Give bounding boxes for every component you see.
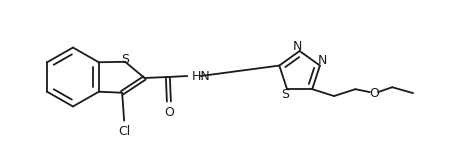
Text: N: N [318, 54, 327, 67]
Text: N: N [292, 40, 302, 53]
Text: Cl: Cl [118, 125, 130, 138]
Text: HN: HN [192, 69, 211, 83]
Text: S: S [281, 88, 289, 101]
Text: O: O [369, 87, 379, 100]
Text: O: O [164, 106, 174, 120]
Text: S: S [121, 53, 129, 66]
